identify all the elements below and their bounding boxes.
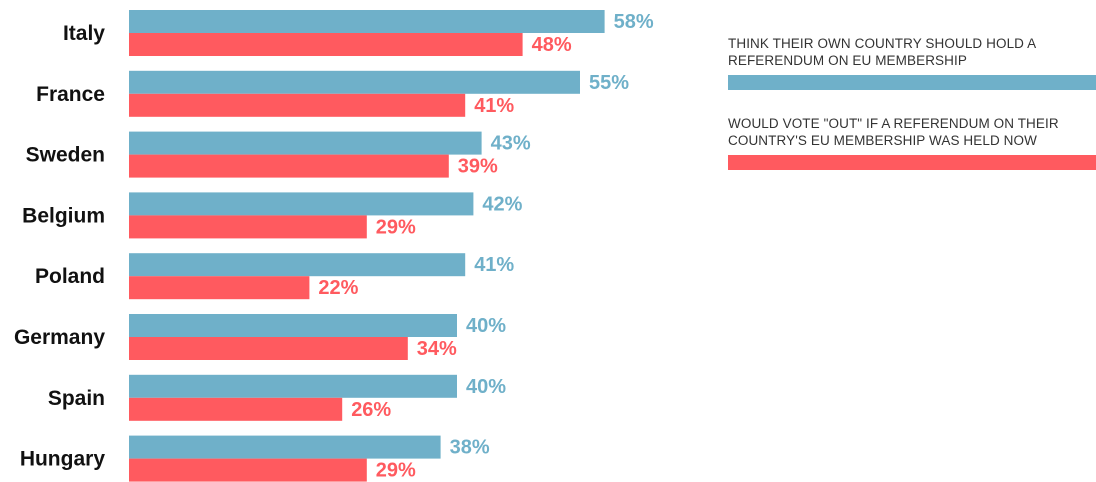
value-label-referendum-germany: 40% [466,315,506,337]
legend-second: WOULD VOTE "OUT" IF A REFERENDUM ON THEI… [728,115,1096,170]
category-label-sweden: Sweden [26,144,105,167]
bar-referendum-germany [129,314,457,337]
category-label-italy: Italy [63,22,105,45]
value-label-referendum-italy: 58% [614,11,654,33]
bar-vote-out-spain [129,397,343,421]
value-label-vote-out-italy: 48% [532,34,572,56]
legend-label-referendum-line1: THINK THEIR OWN COUNTRY SHOULD HOLD A [728,36,1037,51]
bar-chart: Italy 58% 48% France 55% 41% Sweden 43%39% Belgi… [14,10,654,482]
value-label-vote-out-belgium: 29% [376,216,416,238]
bar-referendum-poland [129,253,466,277]
category-label-belgium: Belgium [22,204,105,227]
value-label-referendum-poland: 41% [474,254,514,276]
bar-referendum-spain [129,374,457,398]
category-label-france: France [36,83,105,106]
value-label-referendum-france: 55% [589,72,629,94]
bar-vote-out-belgium [129,215,367,239]
bar-vote-out-germany [129,337,408,360]
legend-item-vote-out: WOULD VOTE "OUT" IF A REFERENDUM ON THEI… [728,115,1096,170]
legend-item-referendum: THINK THEIR OWN COUNTRY SHOULD HOLD A RE… [728,35,1096,90]
legend-label-vote-out-line1: WOULD VOTE "OUT" IF A REFERENDUM ON THEI… [728,116,1059,131]
category-label-germany: Germany [14,326,105,349]
category-label-hungary: Hungary [20,448,106,471]
value-label-referendum-sweden: 43% [491,133,531,155]
value-label-referendum-spain: 40% [466,376,506,398]
bar-vote-out-poland [129,276,310,300]
category-label-spain: Spain [48,387,105,410]
value-label-vote-out-hungary: 29% [376,460,416,482]
legend-label-referendum-line2: REFERENDUM ON EU MEMBERSHIP [728,53,967,68]
bar-vote-out-hungary [129,458,367,482]
bar-vote-out-france [129,93,466,117]
bar-vote-out-sweden [129,154,449,178]
value-label-vote-out-france: 41% [474,95,514,117]
bar-referendum-sweden [129,131,482,155]
legend: THINK THEIR OWN COUNTRY SHOULD HOLD A RE… [728,35,1096,90]
value-label-vote-out-spain: 26% [351,399,391,421]
bar-vote-out-italy [129,33,523,56]
value-label-vote-out-germany: 34% [417,338,457,360]
value-label-vote-out-sweden: 39% [458,156,498,178]
bar-referendum-france [129,70,580,94]
bar-referendum-belgium [129,192,474,216]
value-label-referendum-belgium: 42% [482,193,522,215]
bar-referendum-hungary [129,435,441,459]
legend-swatch-vote-out [728,155,1096,170]
bar-referendum-italy [129,10,605,33]
legend-swatch-referendum [728,75,1096,90]
legend-label-vote-out-line2: COUNTRY'S EU MEMBERSHIP WAS HELD NOW [728,133,1037,148]
category-label-poland: Poland [35,265,105,288]
value-label-vote-out-poland: 22% [318,277,358,299]
value-label-referendum-hungary: 38% [450,437,490,459]
